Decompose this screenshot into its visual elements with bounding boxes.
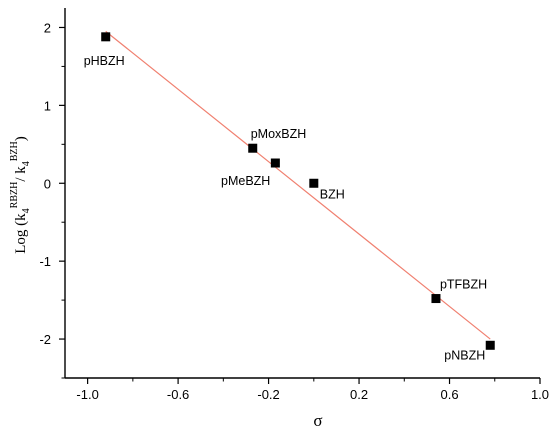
point-labels: pHBZH pMoxBZH pMeBZH BZH pTFBZH pNBZH	[84, 54, 487, 362]
data-point	[270, 158, 280, 168]
fit-line	[105, 30, 491, 340]
x-tick-label: 1.0	[531, 387, 549, 402]
x-tick-label: -1.0	[76, 387, 98, 402]
y-tick-label: -2	[39, 332, 51, 347]
y-axis-title: Log (k4RBZH/ k4BZH)	[9, 136, 32, 254]
point-label: pMoxBZH	[251, 127, 307, 141]
x-tick-label: 0.6	[440, 387, 458, 402]
data-point	[101, 32, 111, 42]
x-tick-label: -0.6	[167, 387, 189, 402]
point-label: pTFBZH	[440, 278, 487, 292]
fit-line-group	[105, 30, 491, 340]
y-tick-label: -1	[39, 254, 51, 269]
y-tick-label: 0	[44, 176, 51, 191]
x-axis-title: σ	[313, 411, 322, 430]
point-label: pHBZH	[84, 54, 125, 68]
data-point	[485, 340, 495, 350]
point-label: pMeBZH	[221, 174, 270, 188]
y-tick-label: 2	[44, 20, 51, 35]
data-point	[248, 143, 258, 153]
data-point	[431, 294, 441, 304]
data-points	[101, 32, 495, 350]
data-point	[309, 178, 319, 188]
point-label: pNBZH	[444, 348, 485, 362]
point-label: BZH	[320, 187, 345, 201]
axes: -1.0 -0.6 -0.2 0.2 0.6 1.0 2 1 0 -1 -2	[39, 8, 549, 402]
y-tick-label: 1	[44, 98, 51, 113]
x-tick-label: -0.2	[257, 387, 279, 402]
x-tick-label: 0.2	[350, 387, 368, 402]
